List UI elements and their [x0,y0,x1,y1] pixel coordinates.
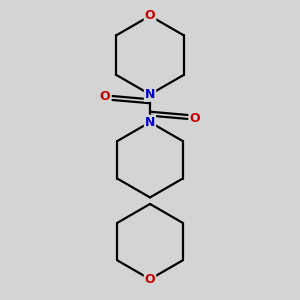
Text: O: O [190,112,200,125]
Text: N: N [145,88,155,101]
Text: O: O [100,89,110,103]
Text: N: N [145,116,155,129]
Text: O: O [145,9,155,22]
Text: O: O [145,273,155,286]
